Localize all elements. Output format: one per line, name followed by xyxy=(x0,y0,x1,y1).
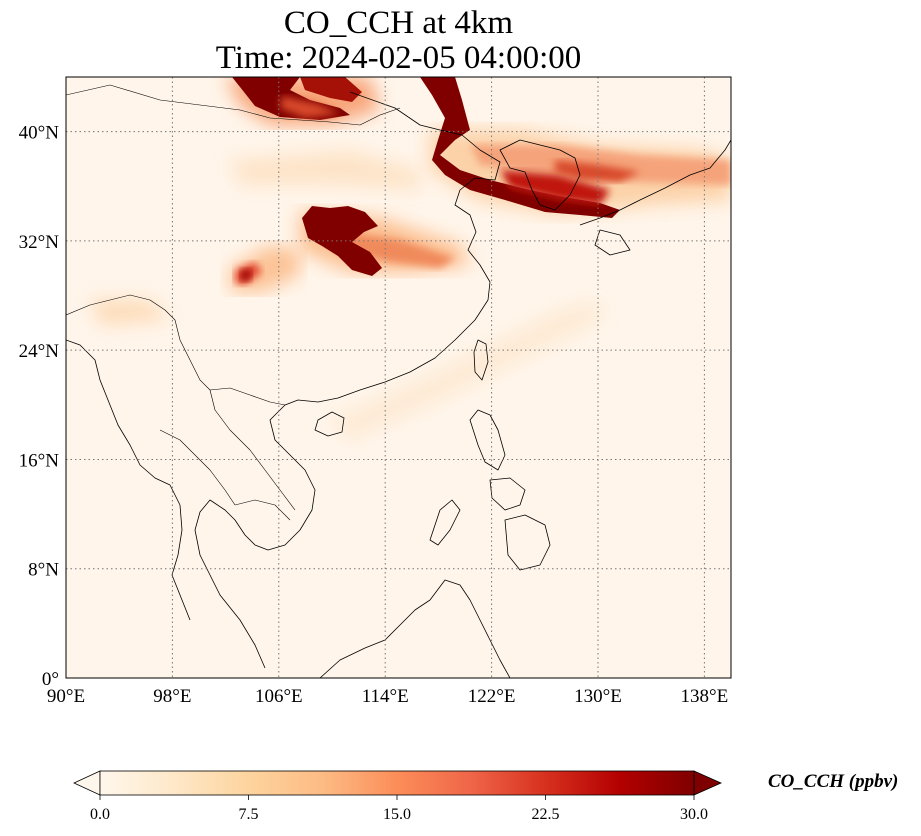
coastlines xyxy=(66,91,731,678)
lon-tick-label: 130°E xyxy=(574,686,622,707)
lat-tick-label: 0° xyxy=(42,669,59,690)
japan-islands xyxy=(579,139,731,256)
lat-tick-label: 32°N xyxy=(19,232,60,253)
colorbar-body xyxy=(99,770,695,796)
myanmar-china-border xyxy=(179,339,286,406)
lat-tick-label: 24°N xyxy=(19,341,60,362)
lon-tick-label: 138°E xyxy=(681,686,729,707)
colorbar-extend-min xyxy=(73,770,101,796)
gridlines xyxy=(66,77,731,678)
china-coastline xyxy=(284,91,501,406)
taiwan-island xyxy=(473,339,489,381)
cambodia-border xyxy=(234,499,291,521)
colorbar-tick-label: 22.5 xyxy=(531,806,560,823)
lon-tick-label: 90°E xyxy=(47,686,85,707)
colorbar-tick-label: 30.0 xyxy=(680,806,708,823)
china-mongolia-border xyxy=(66,84,401,126)
lon-tick-label: 106°E xyxy=(255,686,303,707)
bay-of-bengal-coast xyxy=(66,339,191,621)
lon-tick-label: 122°E xyxy=(468,686,516,707)
lon-tick-label: 114°E xyxy=(362,686,409,707)
palawan-island xyxy=(429,499,461,546)
colorbar-tick-label: 7.5 xyxy=(238,806,259,823)
colorbar-tick-label: 0.0 xyxy=(90,806,110,823)
luzon-island xyxy=(469,409,506,471)
colorbar xyxy=(73,770,722,800)
borneo-coastline xyxy=(319,579,511,678)
lat-tick-label: 8°N xyxy=(28,560,59,581)
lat-tick-label: 16°N xyxy=(19,450,60,471)
country-borders xyxy=(66,84,401,521)
thailand-border xyxy=(159,429,236,506)
indochina-coastline xyxy=(194,404,316,669)
hainan-island xyxy=(314,411,345,437)
longitude-tick-labels: 90°E 98°E 106°E 114°E 122°E 130°E 138°E xyxy=(47,686,728,707)
colorbar-label: CO_CCH (ppbv) xyxy=(768,771,899,792)
himalaya-border xyxy=(66,294,181,341)
colorbar-tick-label: 15.0 xyxy=(383,806,411,823)
latitude-tick-labels: 0° 8°N 16°N 24°N 32°N 40°N xyxy=(19,123,60,690)
background-band-center xyxy=(230,150,420,190)
northern-plume xyxy=(225,77,380,125)
lat-tick-label: 40°N xyxy=(19,123,60,144)
background-band-south xyxy=(330,300,600,440)
background-band-west xyxy=(90,300,170,325)
lon-tick-label: 98°E xyxy=(153,686,191,707)
korea-peninsula xyxy=(499,139,581,211)
sichuan-patch-plume xyxy=(228,245,300,292)
map-title: CO_CCH at 4km xyxy=(283,5,514,41)
mindanao-island xyxy=(504,514,551,571)
map-subtitle-time: Time: 2024-02-05 04:00:00 xyxy=(215,40,582,76)
colorbar-extend-max xyxy=(693,770,722,796)
map-frame xyxy=(65,76,732,679)
concentration-field xyxy=(66,77,731,678)
visayas-islands xyxy=(489,477,526,511)
laos-vietnam-border xyxy=(209,389,296,511)
